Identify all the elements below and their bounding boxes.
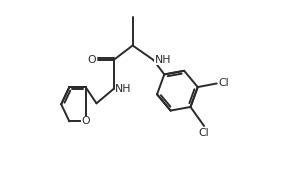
Text: O: O <box>81 116 90 126</box>
Text: Cl: Cl <box>218 78 229 88</box>
Text: NH: NH <box>115 84 132 94</box>
Text: O: O <box>88 55 96 65</box>
Text: NH: NH <box>155 55 171 65</box>
Text: Cl: Cl <box>199 128 209 138</box>
